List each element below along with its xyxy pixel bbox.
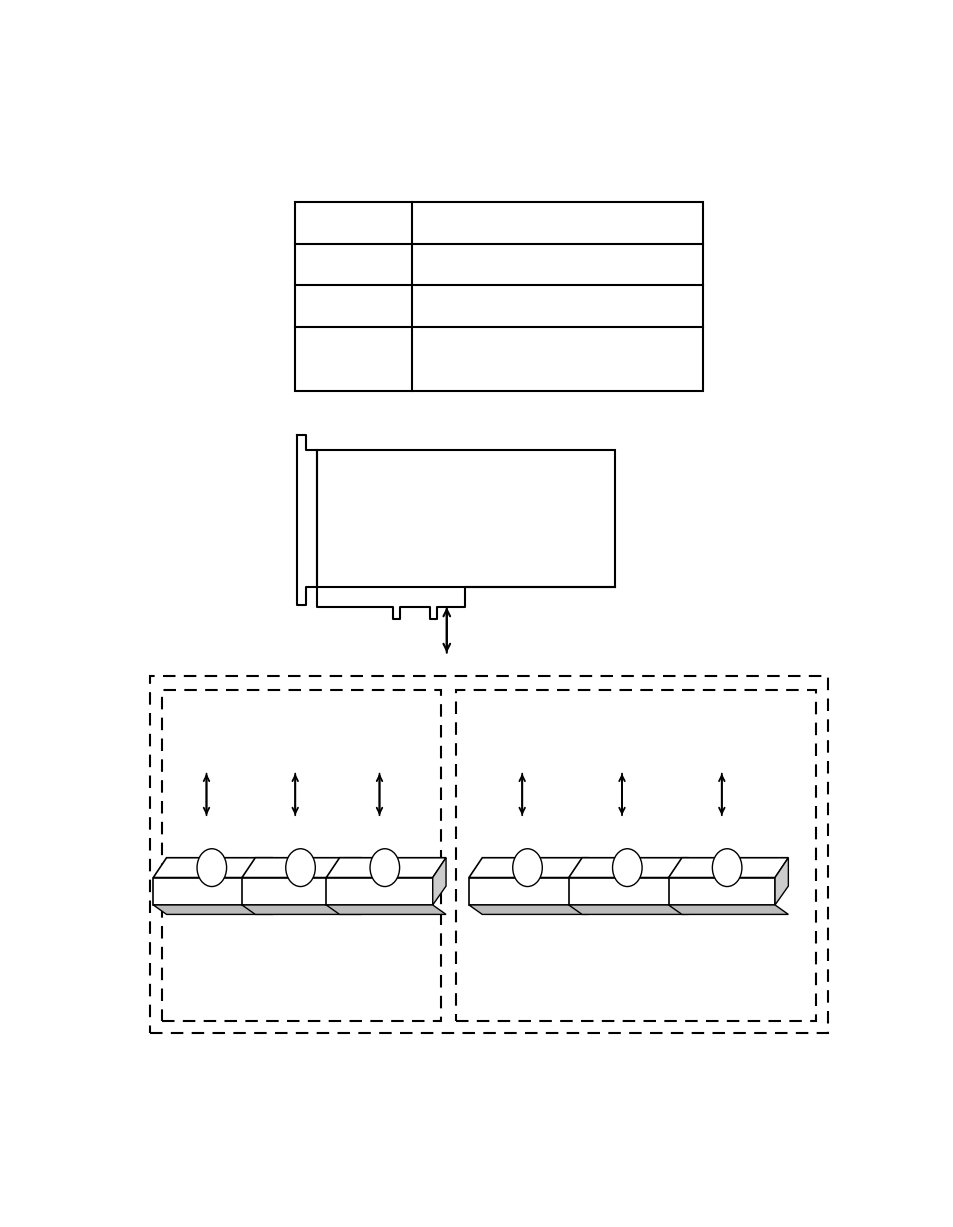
Polygon shape xyxy=(575,858,588,906)
Bar xyxy=(456,691,815,1021)
Polygon shape xyxy=(774,858,787,906)
Polygon shape xyxy=(153,858,273,877)
Polygon shape xyxy=(242,858,361,877)
Polygon shape xyxy=(242,906,361,914)
Polygon shape xyxy=(153,877,259,906)
Polygon shape xyxy=(568,858,688,877)
Polygon shape xyxy=(433,858,446,906)
Circle shape xyxy=(286,849,315,887)
Bar xyxy=(317,449,614,587)
Polygon shape xyxy=(348,858,361,906)
Polygon shape xyxy=(242,877,348,906)
Polygon shape xyxy=(668,858,787,877)
Polygon shape xyxy=(568,906,688,914)
Bar xyxy=(294,202,702,391)
Bar xyxy=(162,691,440,1021)
Polygon shape xyxy=(259,858,273,906)
Polygon shape xyxy=(675,858,688,906)
Circle shape xyxy=(512,849,541,887)
Polygon shape xyxy=(668,906,787,914)
Polygon shape xyxy=(469,906,588,914)
Bar xyxy=(151,676,826,1033)
Polygon shape xyxy=(153,906,273,914)
Circle shape xyxy=(370,849,399,887)
Polygon shape xyxy=(668,877,774,906)
Polygon shape xyxy=(326,906,446,914)
Circle shape xyxy=(612,849,641,887)
Polygon shape xyxy=(326,877,433,906)
Polygon shape xyxy=(568,877,675,906)
Circle shape xyxy=(712,849,741,887)
Polygon shape xyxy=(326,858,446,877)
Circle shape xyxy=(197,849,227,887)
Polygon shape xyxy=(469,858,588,877)
Polygon shape xyxy=(469,877,575,906)
